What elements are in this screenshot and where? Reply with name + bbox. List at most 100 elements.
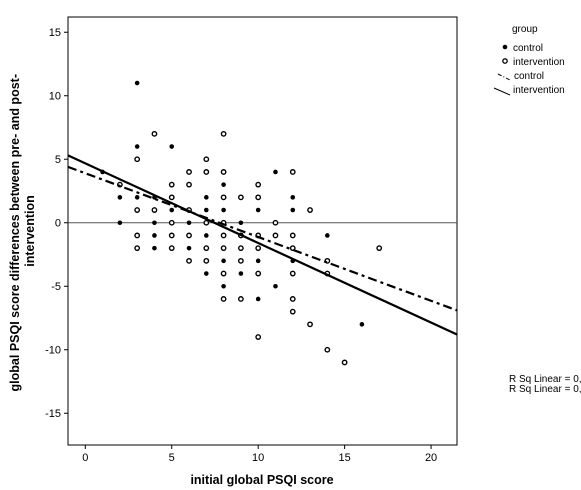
- y-tick-label: 5: [55, 154, 61, 166]
- intervention-point: [203, 169, 210, 175]
- intervention-point: [237, 296, 244, 302]
- x-tick-label: 15: [338, 452, 350, 464]
- intervention-point: [237, 194, 244, 201]
- intervention-point: [289, 232, 296, 239]
- intervention-point: [341, 359, 348, 366]
- intervention-point: [134, 245, 141, 252]
- intervention-point: [220, 130, 227, 137]
- intervention-point: [203, 156, 210, 163]
- intervention-point: [255, 270, 262, 277]
- y-tick-label: -10: [45, 345, 61, 357]
- control-point: [238, 271, 244, 276]
- intervention-point: [289, 296, 296, 302]
- y-tick-label: -5: [51, 281, 61, 293]
- y-tick-label: 0: [55, 218, 61, 230]
- intervention-point: [168, 232, 175, 239]
- intervention-point: [186, 232, 192, 239]
- legend-control-line-label: control: [514, 71, 544, 82]
- intervention-point: [289, 270, 296, 277]
- intervention-point: [134, 207, 141, 213]
- y-axis-title-line-1: global PSQI score differences between pr…: [8, 74, 22, 391]
- control-point: [204, 271, 209, 276]
- y-tick-label: -15: [45, 408, 61, 420]
- x-tick-label: 0: [82, 452, 88, 464]
- intervention-point: [289, 308, 296, 315]
- y-tick-label: 15: [49, 27, 61, 39]
- intervention-point: [255, 334, 262, 340]
- control-point: [117, 195, 123, 200]
- legend-control-label: control: [513, 43, 543, 54]
- x-tick-label: 10: [252, 452, 264, 464]
- y-axis-title-line-2: intervention: [23, 195, 37, 267]
- intervention-point: [272, 219, 279, 226]
- intervention-point: [237, 257, 244, 264]
- intervention-point: [203, 257, 210, 264]
- control-point: [255, 296, 261, 302]
- intervention-point: [134, 232, 141, 239]
- intervention-fit-line: [67, 154, 458, 336]
- intervention-point: [168, 181, 175, 188]
- intervention-point: [307, 321, 313, 328]
- intervention-point: [186, 169, 192, 175]
- control-point: [152, 233, 157, 238]
- intervention-point: [255, 194, 262, 201]
- x-axis-ticks: 0 5 10 15 20: [82, 445, 437, 464]
- control-point: [221, 207, 226, 213]
- intervention-point: [203, 245, 210, 252]
- control-point: [169, 207, 175, 213]
- legend-intervention-label: intervention: [513, 57, 565, 68]
- control-point: [255, 258, 261, 264]
- control-point: [204, 195, 209, 200]
- control-point: [221, 258, 226, 264]
- r-squared-control: R Sq Linear = 0,227: [509, 374, 581, 385]
- y-tick-label: 10: [49, 91, 61, 103]
- r-squared-intervention: R Sq Linear = 0,323: [509, 384, 581, 395]
- intervention-point: [307, 207, 313, 213]
- control-point: [221, 283, 226, 289]
- y-axis-ticks: -15 -10 -5 0 5 10 15: [45, 27, 68, 420]
- y-axis-title: global PSQI score differences between pr…: [8, 71, 37, 392]
- control-point: [359, 322, 365, 327]
- intervention-point: [186, 181, 192, 188]
- data-points: [100, 80, 383, 366]
- control-point: [204, 233, 209, 238]
- control-point: [221, 182, 226, 187]
- control-point: [255, 207, 261, 213]
- intervention-point: [255, 245, 262, 252]
- intervention-point: [186, 257, 192, 264]
- intervention-point: [151, 130, 158, 137]
- control-point: [134, 80, 140, 86]
- control-point: [290, 195, 296, 200]
- intervention-point: [168, 219, 175, 226]
- intervention-point: [203, 219, 210, 226]
- control-point: [152, 245, 157, 251]
- control-point: [134, 195, 140, 200]
- control-point: [134, 144, 140, 149]
- control-point: [152, 220, 157, 226]
- control-point: [273, 283, 278, 289]
- intervention-point: [272, 232, 279, 239]
- intervention-point: [220, 169, 227, 175]
- legend: group control intervention control inter…: [493, 24, 565, 96]
- intervention-point: [376, 245, 383, 252]
- legend-intervention-marker: [502, 58, 508, 64]
- legend-control-line: [497, 73, 511, 81]
- control-point: [290, 207, 296, 213]
- x-tick-label: 5: [169, 452, 175, 464]
- control-point: [186, 245, 192, 251]
- x-tick-label: 20: [425, 452, 437, 464]
- intervention-point: [134, 156, 141, 163]
- legend-title: group: [512, 24, 538, 35]
- intervention-point: [324, 346, 331, 353]
- intervention-point: [289, 169, 296, 175]
- control-point: [117, 220, 123, 226]
- x-axis-title: initial global PSQI score: [190, 473, 333, 487]
- legend-intervention-line: [493, 87, 511, 96]
- intervention-point: [220, 194, 227, 201]
- control-point: [204, 207, 209, 213]
- intervention-point: [220, 270, 227, 277]
- intervention-point: [237, 245, 244, 252]
- control-point: [325, 233, 330, 238]
- legend-control-marker: [502, 44, 508, 50]
